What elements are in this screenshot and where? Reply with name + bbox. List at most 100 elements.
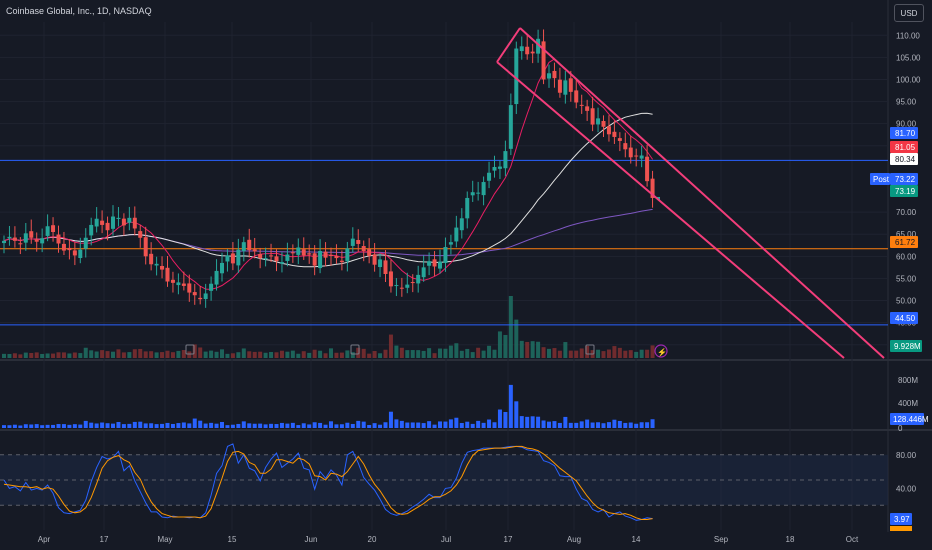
volume-bar: [252, 423, 257, 428]
candle-body: [7, 236, 12, 239]
volume-overlay-bar: [312, 349, 317, 358]
moving-average-mid-line: [3, 112, 653, 268]
volume-overlay-bar: [198, 347, 203, 358]
volume-overlay-bar: [606, 349, 611, 358]
candle-body: [378, 259, 383, 268]
volume-overlay-bar: [459, 350, 464, 358]
price-tag-level-blue: [890, 127, 918, 139]
volume-overlay-bar: [247, 351, 252, 358]
candle-body: [530, 51, 535, 54]
x-tick-label: 14: [632, 535, 641, 544]
volume-overlay-bar: [634, 351, 639, 358]
candle-body: [220, 262, 224, 274]
volume-bar: [623, 422, 628, 428]
volume-bar: [61, 424, 66, 428]
volume-overlay-bar: [220, 349, 224, 358]
candle-body: [427, 261, 432, 266]
candle-body: [356, 240, 361, 244]
candle-body: [258, 254, 263, 259]
candle-body: [236, 249, 241, 266]
candle-body: [61, 243, 66, 251]
candle-body: [198, 297, 203, 300]
volume-overlay-bar: [410, 350, 415, 358]
price-tick-label: 70.00: [896, 208, 917, 217]
volume-overlay-bar: [514, 319, 519, 358]
candle-body: [83, 237, 88, 249]
price-tick-label: 65.00: [896, 230, 917, 239]
volume-overlay-bar: [639, 349, 644, 358]
volume-bar: [138, 421, 143, 428]
volume-bar: [132, 421, 137, 428]
volume-overlay-bar: [241, 348, 246, 358]
volume-overlay-bar: [89, 350, 94, 358]
volume-overlay-bar: [149, 351, 154, 358]
volume-overlay-bar: [617, 347, 622, 358]
candle-body: [176, 282, 181, 286]
stochastic-d-line: [3, 445, 653, 520]
volume-bar: [606, 422, 611, 428]
volume-overlay-bar: [187, 351, 192, 358]
currency-selector[interactable]: USD: [894, 4, 924, 22]
volume-bar: [508, 384, 513, 428]
candle-body: [645, 156, 650, 182]
volume-bar: [383, 422, 388, 428]
candle-body: [487, 172, 492, 181]
volume-bar: [29, 424, 34, 428]
volume-bar: [127, 423, 132, 428]
volume-bar: [296, 425, 301, 428]
volume-overlay-bar: [100, 350, 105, 358]
candle-body: [40, 238, 45, 244]
volume-bar: [121, 424, 126, 428]
volume-bar: [356, 420, 361, 428]
volume-bar: [105, 423, 110, 428]
candle-body: [165, 267, 170, 282]
candle-body: [105, 222, 110, 231]
volume-bar: [497, 409, 502, 428]
candle-body: [334, 255, 339, 259]
volume-overlay-bar: [541, 347, 546, 358]
candle-body: [51, 225, 56, 232]
candle-body: [628, 147, 633, 158]
price-tick-label: 50.00: [896, 297, 917, 306]
channel-upper-trendline: [519, 27, 885, 359]
volume-bar: [263, 424, 268, 428]
volume-overlay-bar: [601, 351, 606, 358]
volume-bar: [416, 422, 421, 428]
volume-bar: [181, 422, 186, 428]
volume-bar: [78, 424, 83, 428]
volume-value-tag: [890, 340, 922, 352]
candle-body: [269, 255, 274, 257]
volume-overlay-bar: [465, 348, 470, 358]
volume-bar: [34, 424, 39, 428]
volume-overlay-bar: [497, 331, 502, 358]
volume-bar: [165, 422, 170, 428]
candle-body: [187, 283, 192, 293]
candle-body: [650, 178, 655, 198]
volume-overlay-bar: [329, 348, 333, 358]
volume-bar: [410, 422, 415, 428]
volume-bar: [378, 424, 383, 428]
volume-overlay-bar: [552, 348, 557, 358]
volume-bar: [568, 422, 573, 428]
candle-body: [394, 285, 399, 287]
stochastic-tick-label: 80.00: [896, 451, 917, 460]
candle-body: [476, 192, 481, 194]
price-tag-last-close: [890, 141, 918, 153]
volume-bar: [83, 420, 88, 428]
candle-body: [247, 239, 252, 251]
candle-body: [301, 249, 306, 256]
x-tick-label: 17: [100, 535, 109, 544]
candle-body: [100, 220, 105, 225]
lightning-icon: ⚡: [657, 347, 667, 357]
volume-overlay-bar: [12, 353, 17, 358]
x-tick-label: Jun: [305, 535, 318, 544]
candle-body: [503, 151, 508, 169]
post-market-label: Post: [873, 175, 890, 184]
price-tick-label: 55.00: [896, 274, 917, 283]
candle-body: [203, 293, 208, 300]
volume-bar: [361, 421, 366, 428]
candle-body: [525, 46, 530, 55]
volume-bar: [51, 424, 56, 428]
volume-bar: [160, 423, 165, 428]
